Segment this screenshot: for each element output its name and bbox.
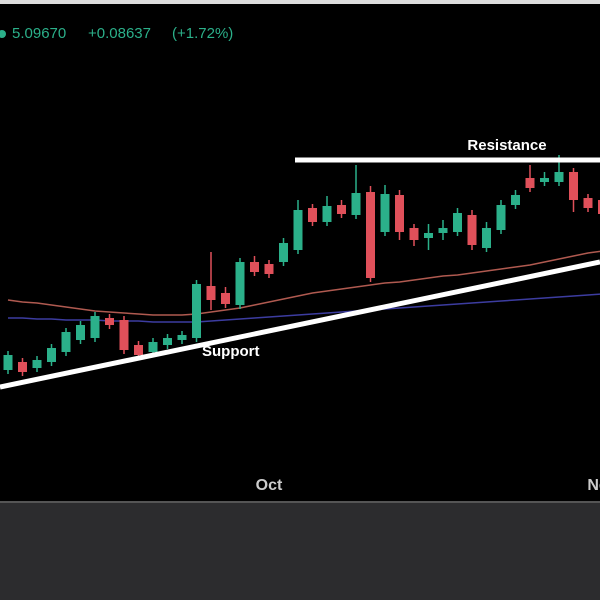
candle-body: [554, 172, 564, 182]
bottom-panel: [0, 502, 600, 600]
candle-body: [206, 286, 216, 300]
moving-average: [7, 250, 600, 316]
x-tick-label: Oct: [256, 477, 283, 494]
candle-body: [177, 335, 187, 340]
candle-body: [163, 338, 172, 345]
candle-body: [438, 228, 448, 233]
change: +0.08637: [88, 25, 151, 42]
candle-body: [221, 293, 230, 304]
candle-body: [496, 205, 506, 230]
candle-body: [482, 228, 491, 248]
change-pct: (+1.72%): [172, 25, 233, 42]
candle-body: [511, 195, 520, 205]
candle-body: [3, 355, 13, 370]
candle-body: [569, 172, 578, 200]
candle-body: [90, 316, 100, 338]
candle-body: [525, 178, 535, 188]
candle-body: [32, 360, 42, 368]
candle-body: [540, 178, 549, 182]
candle-body: [453, 213, 462, 232]
price: 5.09670: [12, 25, 66, 42]
candle-body: [308, 208, 317, 222]
candle-body: [119, 320, 129, 350]
candle-body: [61, 332, 71, 352]
candle-body: [76, 325, 85, 340]
candle-body: [18, 362, 27, 372]
candle-body: [264, 264, 274, 274]
top-border: [0, 0, 600, 4]
candle-body: [467, 215, 477, 245]
candle-body: [279, 243, 288, 262]
support-line: [0, 259, 600, 390]
candle-body: [293, 210, 303, 250]
candle-body: [395, 195, 404, 232]
resistance-label: Resistance: [467, 137, 546, 154]
candle-body: [134, 345, 143, 355]
candle-body: [366, 192, 375, 278]
candle-body: [409, 228, 419, 240]
candle-body: [148, 342, 158, 352]
candle-body: [598, 200, 600, 214]
candle-body: [380, 194, 390, 232]
status-dot: [0, 30, 6, 38]
support-label: Support: [202, 343, 260, 360]
candle-body: [47, 348, 56, 362]
candle-body: [583, 198, 593, 208]
candle-body: [351, 193, 361, 215]
candle-body: [235, 262, 245, 305]
x-tick-label: Nov: [587, 477, 600, 494]
candle-body: [322, 206, 332, 222]
candle-body: [250, 262, 259, 272]
candle-body: [105, 318, 114, 325]
candle-body: [337, 205, 346, 214]
candle-body: [192, 284, 201, 338]
candle-body: [424, 233, 433, 238]
